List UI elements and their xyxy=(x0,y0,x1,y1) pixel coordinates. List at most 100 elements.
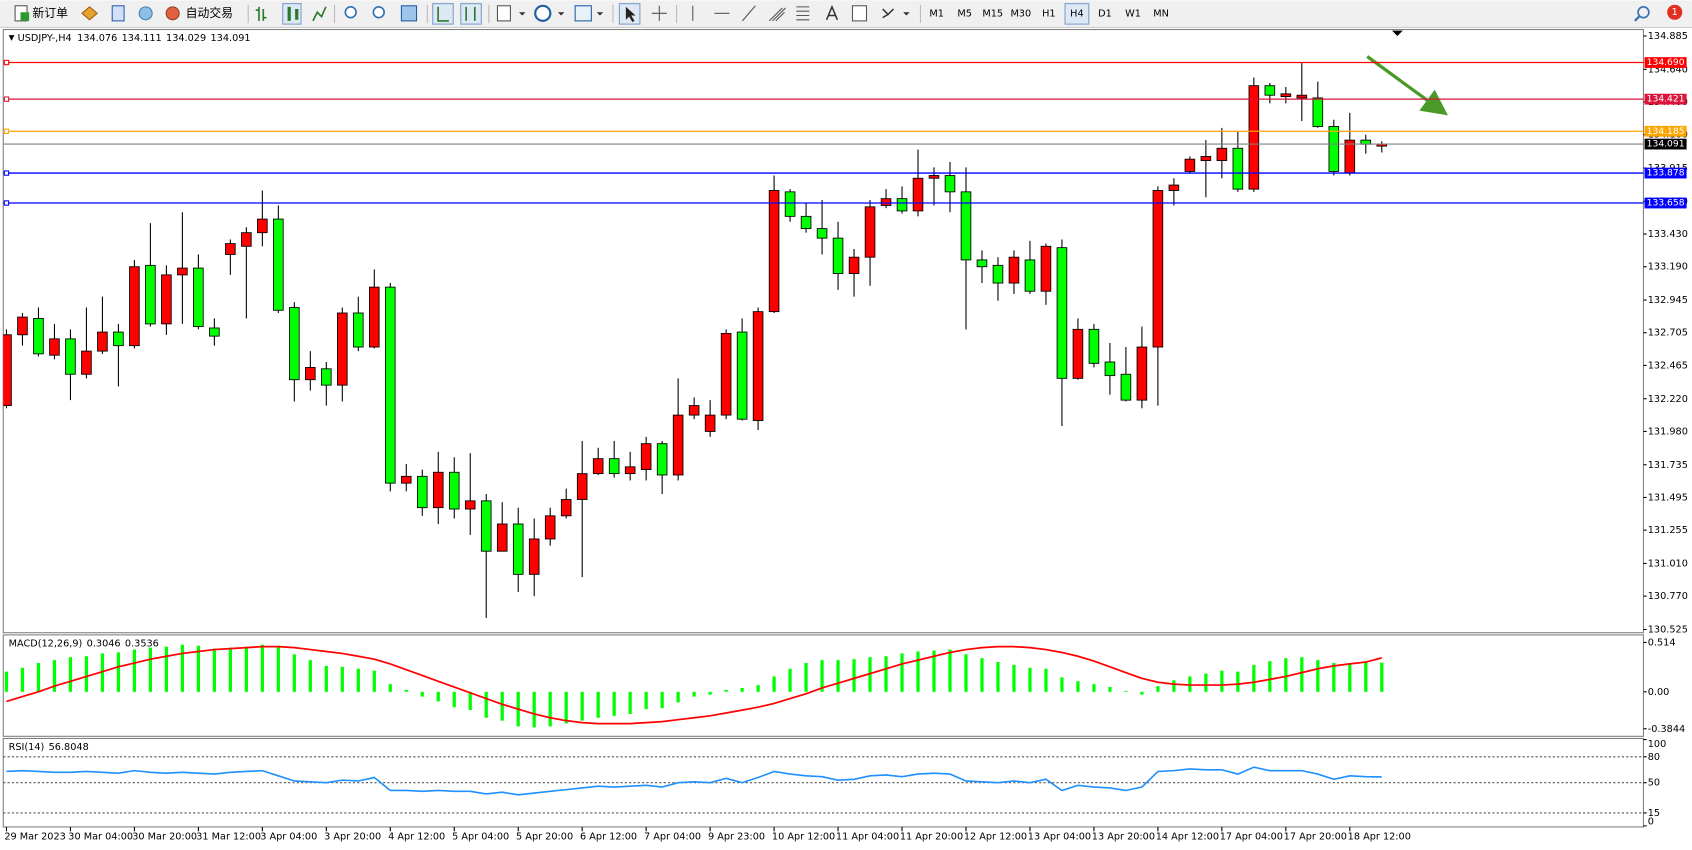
dropdown[interactable] xyxy=(557,12,565,16)
macd-bar xyxy=(388,684,392,692)
indicators-button[interactable] xyxy=(496,5,511,22)
candle-body xyxy=(736,331,748,420)
macd-bar xyxy=(244,646,248,692)
macd-bar xyxy=(1204,673,1208,692)
macd-bar xyxy=(340,666,344,692)
macd-bar xyxy=(548,691,552,727)
timeframe-button[interactable]: M30 xyxy=(1010,8,1031,19)
zoom-out-button[interactable] xyxy=(372,6,385,19)
last-close: 134.091 xyxy=(210,33,250,44)
arrows-button[interactable] xyxy=(882,8,895,19)
candle-body xyxy=(608,458,620,475)
macd-bar xyxy=(820,660,824,692)
candle-body xyxy=(960,191,972,261)
last-low: 134.029 xyxy=(166,33,206,44)
y-tick-label: 132.705 xyxy=(1648,328,1688,339)
y-tick-label: 132.220 xyxy=(1648,394,1688,405)
label-button[interactable] xyxy=(851,5,868,22)
macd-bar xyxy=(1044,668,1048,692)
timeframe-button[interactable]: W1 xyxy=(1125,8,1141,19)
y-tick-label: 133.430 xyxy=(1648,229,1688,240)
candle-body xyxy=(33,318,44,355)
candle-body xyxy=(496,523,508,552)
y-tick-label: 134.885 xyxy=(1648,31,1688,42)
icon[interactable] xyxy=(138,6,153,21)
candle-body xyxy=(448,471,460,510)
y-tick-label: 134.640 xyxy=(1648,64,1688,75)
dropdown[interactable] xyxy=(903,12,910,16)
macd-bar xyxy=(132,649,137,692)
x-tick-label: 11 Apr 04:00 xyxy=(836,832,899,843)
price-plot xyxy=(3,62,1388,618)
macd-bar xyxy=(500,691,504,721)
macd-bar xyxy=(1316,660,1320,692)
macd-bar xyxy=(100,653,105,692)
active-timeframe xyxy=(1064,3,1090,25)
timeframe-button[interactable]: M15 xyxy=(982,8,1003,19)
shift-button[interactable] xyxy=(460,3,482,25)
candle-body xyxy=(1344,139,1356,174)
trendline-button[interactable] xyxy=(741,5,756,22)
timeframe-button[interactable]: D1 xyxy=(1098,8,1112,19)
y-tick-label: -0.3844 xyxy=(1648,724,1685,735)
candle-body xyxy=(17,316,28,336)
candle-body xyxy=(1024,259,1036,292)
current-price-badge xyxy=(1644,138,1687,150)
level-badge xyxy=(1644,125,1687,137)
timeframe-button[interactable]: M1 xyxy=(929,8,944,19)
timeframe-button[interactable]: M5 xyxy=(957,8,972,19)
timeframe-button[interactable]: MN xyxy=(1153,8,1169,19)
candle-body xyxy=(353,312,364,348)
icon[interactable] xyxy=(111,5,125,22)
icon: ▼ xyxy=(9,33,15,42)
x-tick-label: 30 Mar 04:00 xyxy=(68,832,133,843)
periods-button[interactable] xyxy=(534,4,552,22)
candle-body xyxy=(337,312,348,386)
templates-button[interactable] xyxy=(574,5,592,22)
x-tick-label: 5 Apr 04:00 xyxy=(452,832,509,843)
candle-body xyxy=(1008,256,1020,284)
candle-body xyxy=(1312,97,1324,127)
x-tick-label: 14 Apr 12:00 xyxy=(1156,832,1219,843)
dropdown[interactable] xyxy=(519,12,526,16)
macd-bar xyxy=(404,689,408,692)
macd-bar xyxy=(980,658,984,692)
timeframe-button[interactable]: H4 xyxy=(1070,8,1083,19)
line-chart-button[interactable] xyxy=(312,6,327,22)
level-badge xyxy=(1644,197,1687,209)
candle-body xyxy=(1216,147,1228,161)
icon[interactable] xyxy=(81,6,98,21)
x-tick-label: 13 Apr 20:00 xyxy=(1092,832,1155,843)
candle-body xyxy=(512,523,524,575)
new-order-button[interactable]: 新订单 xyxy=(14,5,68,22)
zoom-in-button[interactable] xyxy=(344,6,357,19)
text-button[interactable] xyxy=(825,4,839,21)
notification-badge[interactable] xyxy=(1667,4,1683,20)
macd-bar xyxy=(324,665,328,692)
search-button[interactable] xyxy=(1637,6,1650,19)
timeframe-button[interactable]: H1 xyxy=(1042,8,1055,19)
macd-bar xyxy=(612,691,616,716)
rsi-title: RSI(14) 56.8048 xyxy=(9,742,89,753)
indicator: RSI(14) xyxy=(9,742,45,753)
auto-trading-button[interactable]: 自动交易 xyxy=(165,6,233,21)
candle-body xyxy=(1104,361,1116,377)
macd-bar xyxy=(916,651,920,692)
fibo-button[interactable] xyxy=(796,6,810,21)
candle-body xyxy=(177,267,188,276)
bar-chart-button[interactable] xyxy=(255,6,267,21)
icon xyxy=(20,12,30,21)
crosshair-button[interactable] xyxy=(651,5,667,21)
macd-bar xyxy=(996,662,1000,692)
dropdown[interactable] xyxy=(596,12,604,16)
drawn-arrow[interactable] xyxy=(1366,55,1448,116)
macd-bar xyxy=(212,648,216,692)
candle-body xyxy=(1120,373,1132,401)
macd-bar xyxy=(84,656,89,692)
last-high: 134.111 xyxy=(122,33,162,44)
channel-button[interactable] xyxy=(769,7,786,22)
macd-bar xyxy=(308,660,312,692)
candle-body xyxy=(81,350,92,375)
y-tick-label: 132.945 xyxy=(1648,295,1688,306)
tile-button[interactable] xyxy=(400,5,418,22)
